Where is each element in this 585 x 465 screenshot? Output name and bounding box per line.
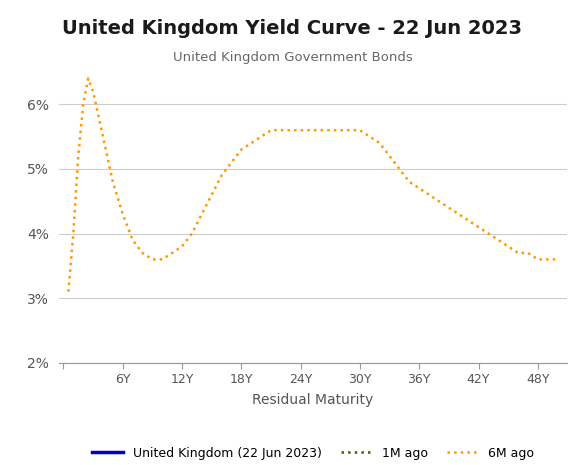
Text: United Kingdom Government Bonds: United Kingdom Government Bonds xyxy=(173,51,412,64)
6M ago xyxy=(346,127,353,133)
Legend: United Kingdom (22 Jun 2023), 1M ago, 6M ago: United Kingdom (22 Jun 2023), 1M ago, 6M… xyxy=(87,442,539,465)
6M ago xyxy=(85,76,92,81)
6M ago xyxy=(65,289,72,294)
6M ago xyxy=(445,205,452,211)
6M ago xyxy=(356,127,363,133)
X-axis label: Residual Maturity: Residual Maturity xyxy=(252,393,374,407)
6M ago xyxy=(505,244,512,249)
Line: 6M ago: 6M ago xyxy=(68,79,558,292)
Text: United Kingdom Yield Curve - 22 Jun 2023: United Kingdom Yield Curve - 22 Jun 2023 xyxy=(63,19,522,38)
6M ago xyxy=(554,257,561,262)
6M ago xyxy=(188,231,195,236)
6M ago xyxy=(376,140,383,146)
